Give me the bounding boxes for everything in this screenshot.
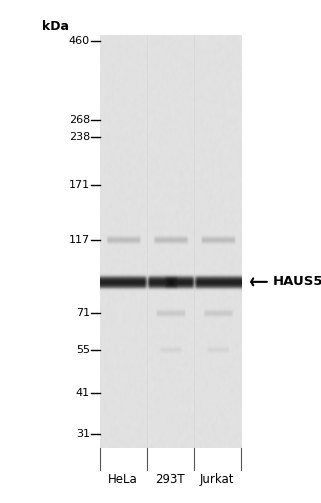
Text: 238: 238 xyxy=(69,132,90,142)
Text: Jurkat: Jurkat xyxy=(200,473,234,486)
Text: HAUS5: HAUS5 xyxy=(273,275,321,288)
Text: 117: 117 xyxy=(69,235,90,245)
Text: 55: 55 xyxy=(76,345,90,355)
Text: 171: 171 xyxy=(69,180,90,190)
Text: 293T: 293T xyxy=(155,473,185,486)
Text: 41: 41 xyxy=(76,388,90,398)
Text: 31: 31 xyxy=(76,429,90,439)
Text: kDa: kDa xyxy=(42,20,69,33)
Text: 460: 460 xyxy=(69,36,90,46)
Text: HeLa: HeLa xyxy=(108,473,138,486)
Text: 71: 71 xyxy=(76,308,90,318)
Text: 268: 268 xyxy=(69,115,90,125)
